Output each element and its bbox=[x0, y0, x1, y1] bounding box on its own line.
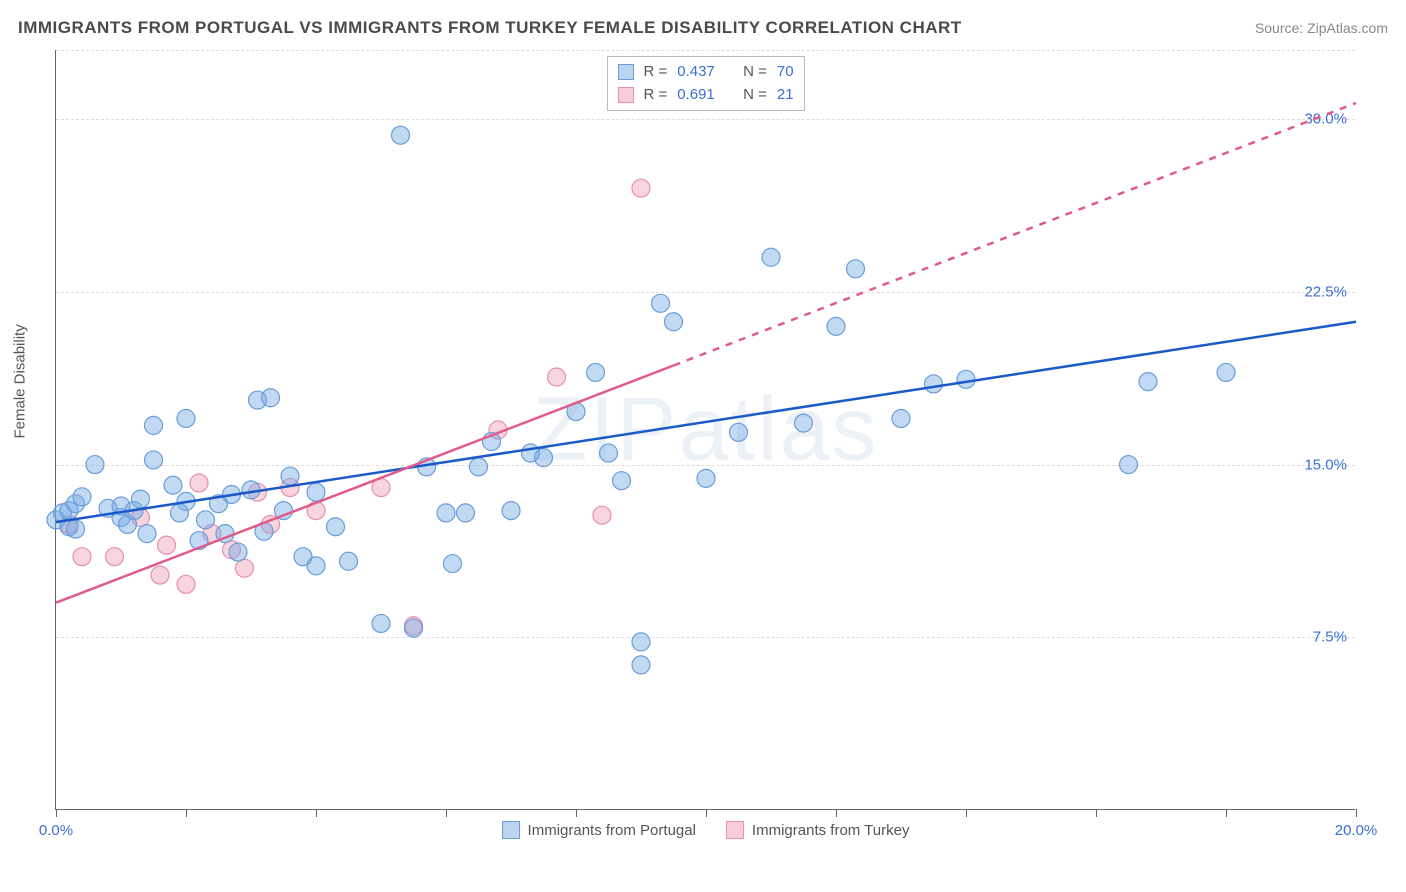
trendline-portugal bbox=[56, 322, 1356, 522]
data-point-turkey bbox=[190, 474, 208, 492]
x-tick bbox=[1096, 809, 1097, 817]
data-point-portugal bbox=[535, 449, 553, 467]
legend-row-portugal: R = 0.437 N = 70 bbox=[617, 61, 793, 84]
data-point-portugal bbox=[730, 423, 748, 441]
data-point-portugal bbox=[145, 451, 163, 469]
data-point-portugal bbox=[632, 633, 650, 651]
data-point-portugal bbox=[502, 502, 520, 520]
portugal-n-value: 70 bbox=[777, 61, 794, 84]
data-point-portugal bbox=[307, 483, 325, 501]
r-label: R = bbox=[643, 61, 667, 84]
r-label: R = bbox=[643, 84, 667, 107]
source-attribution: Source: ZipAtlas.com bbox=[1255, 20, 1388, 36]
data-point-portugal bbox=[1120, 456, 1138, 474]
x-tick-label: 0.0% bbox=[39, 822, 73, 839]
data-point-portugal bbox=[405, 619, 423, 637]
chart-plot-area: ZIPatlas 7.5%15.0%22.5%30.0% R = 0.437 N… bbox=[55, 50, 1355, 810]
legend-item-turkey: Immigrants from Turkey bbox=[726, 821, 910, 839]
x-tick bbox=[316, 809, 317, 817]
x-tick bbox=[836, 809, 837, 817]
data-point-portugal bbox=[957, 370, 975, 388]
data-point-turkey bbox=[548, 368, 566, 386]
data-point-portugal bbox=[613, 472, 631, 490]
portugal-r-value: 0.437 bbox=[677, 61, 715, 84]
turkey-r-value: 0.691 bbox=[677, 84, 715, 107]
data-point-portugal bbox=[632, 656, 650, 674]
source-prefix: Source: bbox=[1255, 20, 1307, 36]
data-point-portugal bbox=[1217, 363, 1235, 381]
data-point-portugal bbox=[892, 409, 910, 427]
data-point-portugal bbox=[145, 416, 163, 434]
data-point-turkey bbox=[177, 575, 195, 593]
data-point-portugal bbox=[262, 389, 280, 407]
data-point-portugal bbox=[197, 511, 215, 529]
data-point-portugal bbox=[762, 248, 780, 266]
data-point-portugal bbox=[847, 260, 865, 278]
data-point-portugal bbox=[600, 444, 618, 462]
data-point-turkey bbox=[632, 179, 650, 197]
data-point-portugal bbox=[392, 126, 410, 144]
x-tick bbox=[576, 809, 577, 817]
x-tick-label: 20.0% bbox=[1335, 822, 1378, 839]
data-point-portugal bbox=[177, 409, 195, 427]
data-point-portugal bbox=[827, 317, 845, 335]
legend-swatch-turkey bbox=[726, 821, 744, 839]
data-point-turkey bbox=[106, 548, 124, 566]
data-point-portugal bbox=[587, 363, 605, 381]
data-point-portugal bbox=[67, 520, 85, 538]
data-point-portugal bbox=[86, 456, 104, 474]
turkey-n-value: 21 bbox=[777, 84, 794, 107]
legend-swatch-portugal bbox=[502, 821, 520, 839]
data-point-portugal bbox=[164, 476, 182, 494]
data-point-turkey bbox=[593, 506, 611, 524]
legend-label-portugal: Immigrants from Portugal bbox=[528, 822, 696, 839]
x-tick bbox=[966, 809, 967, 817]
data-point-portugal bbox=[470, 458, 488, 476]
data-point-portugal bbox=[372, 614, 390, 632]
chart-title: IMMIGRANTS FROM PORTUGAL VS IMMIGRANTS F… bbox=[18, 18, 962, 38]
data-point-turkey bbox=[158, 536, 176, 554]
data-point-portugal bbox=[697, 469, 715, 487]
legend-label-turkey: Immigrants from Turkey bbox=[752, 822, 910, 839]
legend-swatch-turkey bbox=[617, 87, 633, 103]
data-point-portugal bbox=[437, 504, 455, 522]
data-point-portugal bbox=[925, 375, 943, 393]
data-point-turkey bbox=[151, 566, 169, 584]
scatter-svg bbox=[56, 50, 1355, 809]
data-point-portugal bbox=[1139, 373, 1157, 391]
n-label: N = bbox=[743, 61, 767, 84]
data-point-turkey bbox=[236, 559, 254, 577]
data-point-portugal bbox=[652, 294, 670, 312]
source-link[interactable]: ZipAtlas.com bbox=[1307, 20, 1388, 36]
x-tick bbox=[186, 809, 187, 817]
y-axis-title: Female Disability bbox=[12, 324, 29, 438]
data-point-portugal bbox=[229, 543, 247, 561]
data-point-portugal bbox=[327, 518, 345, 536]
x-tick bbox=[706, 809, 707, 817]
series-legend: Immigrants from Portugal Immigrants from… bbox=[502, 821, 910, 839]
correlation-legend: R = 0.437 N = 70 R = 0.691 N = 21 bbox=[606, 56, 804, 111]
x-tick bbox=[56, 809, 57, 817]
data-point-portugal bbox=[281, 467, 299, 485]
data-point-portugal bbox=[665, 313, 683, 331]
data-point-portugal bbox=[444, 555, 462, 573]
legend-swatch-portugal bbox=[617, 64, 633, 80]
x-tick bbox=[1226, 809, 1227, 817]
x-tick bbox=[1356, 809, 1357, 817]
legend-item-portugal: Immigrants from Portugal bbox=[502, 821, 696, 839]
data-point-portugal bbox=[795, 414, 813, 432]
data-point-portugal bbox=[73, 488, 91, 506]
x-tick bbox=[446, 809, 447, 817]
trendline-turkey-extrapolated bbox=[674, 103, 1357, 366]
data-point-portugal bbox=[132, 490, 150, 508]
data-point-turkey bbox=[73, 548, 91, 566]
data-point-portugal bbox=[340, 552, 358, 570]
data-point-portugal bbox=[457, 504, 475, 522]
data-point-portugal bbox=[307, 557, 325, 575]
data-point-portugal bbox=[138, 525, 156, 543]
trendline-turkey bbox=[56, 366, 674, 603]
legend-row-turkey: R = 0.691 N = 21 bbox=[617, 84, 793, 107]
n-label: N = bbox=[743, 84, 767, 107]
